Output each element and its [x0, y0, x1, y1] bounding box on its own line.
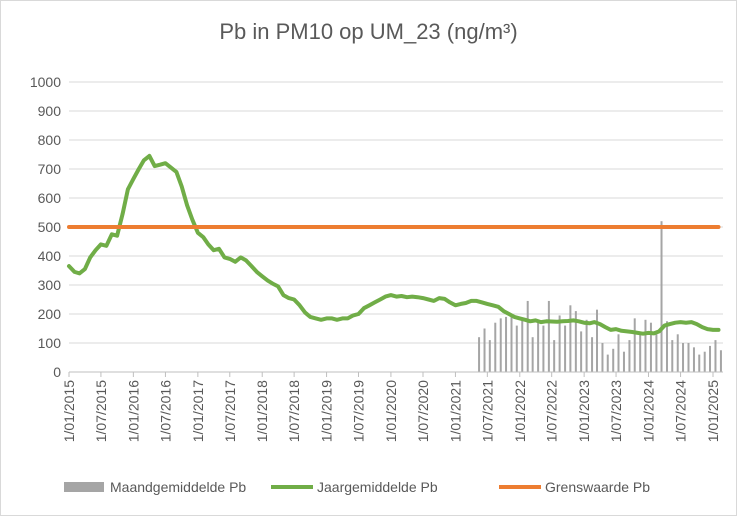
bar-maandgemiddelde: [692, 347, 695, 372]
bar-maandgemiddelde: [547, 300, 550, 372]
bar-maandgemiddelde: [564, 325, 567, 372]
y-tick-label: 1000: [30, 74, 61, 90]
x-tick-label: 1/07/2024: [673, 380, 689, 442]
bar-maandgemiddelde: [639, 334, 642, 372]
bar-maandgemiddelde: [515, 325, 518, 372]
y-tick-label: 700: [38, 161, 62, 177]
line-jaargemiddelde: [67, 153, 721, 336]
bar-maandgemiddelde: [531, 337, 534, 372]
x-tick-label: 1/01/2018: [254, 380, 270, 442]
monthly-bars: [478, 221, 722, 372]
x-tick-label: 1/01/2021: [447, 380, 463, 442]
x-tick-label: 1/07/2016: [157, 380, 173, 442]
bar-maandgemiddelde: [628, 340, 631, 372]
bar-maandgemiddelde: [714, 340, 717, 372]
legend-label: Jaargemiddelde Pb: [317, 479, 438, 495]
bar-maandgemiddelde: [644, 319, 647, 372]
bar-maandgemiddelde: [665, 321, 668, 372]
x-tick-label: 1/01/2022: [512, 380, 528, 442]
grid-lines: [69, 81, 723, 373]
x-tick-label: 1/07/2019: [350, 380, 366, 442]
legend: Maandgemiddelde Pb Jaargemiddelde Pb Grens…: [64, 479, 650, 495]
bar-maandgemiddelde: [494, 322, 497, 372]
x-tick-label: 1/07/2021: [479, 380, 495, 442]
bar-maandgemiddelde: [526, 300, 529, 372]
bar-maandgemiddelde: [660, 221, 663, 372]
y-tick-label: 400: [38, 248, 62, 264]
bar-maandgemiddelde: [595, 309, 598, 372]
bar-maandgemiddelde: [585, 319, 588, 372]
bar-maandgemiddelde: [655, 334, 658, 372]
y-tick-label: 800: [38, 132, 62, 148]
y-tick-label: 300: [38, 277, 62, 293]
legend-swatch-bar: [64, 482, 104, 492]
x-tick-label: 1/01/2025: [705, 380, 721, 442]
x-tick-label: 1/01/2023: [576, 380, 592, 442]
x-axis: 1/01/2015 1/07/2015 1/01/2016 1/07/2016 1/01…: [61, 371, 723, 442]
bar-maandgemiddelde: [574, 311, 577, 372]
bar-maandgemiddelde: [612, 348, 615, 372]
bar-maandgemiddelde: [483, 328, 486, 372]
bar-maandgemiddelde: [682, 343, 685, 372]
x-tick-label: 1/07/2022: [544, 380, 560, 442]
bar-maandgemiddelde: [676, 334, 679, 372]
y-axis: 0 100 200 300 400 500 600 700 800 900 1000: [30, 74, 61, 380]
x-tick-label: 1/07/2020: [415, 380, 431, 442]
bar-maandgemiddelde: [488, 340, 491, 372]
bar-maandgemiddelde: [703, 351, 706, 372]
bar-maandgemiddelde: [601, 343, 604, 372]
x-tick-label: 1/07/2023: [608, 380, 624, 442]
legend-label: Grenswaarde Pb: [545, 479, 650, 495]
bar-maandgemiddelde: [606, 354, 609, 372]
bar-maandgemiddelde: [569, 305, 572, 372]
bar-maandgemiddelde: [671, 340, 674, 372]
bar-maandgemiddelde: [510, 314, 513, 372]
y-tick-label: 0: [53, 364, 61, 380]
legend-label: Maandgemiddelde Pb: [110, 479, 246, 495]
bar-maandgemiddelde: [580, 331, 583, 372]
bar-maandgemiddelde: [719, 350, 722, 372]
bar-maandgemiddelde: [649, 322, 652, 372]
bar-maandgemiddelde: [698, 354, 701, 372]
y-tick-label: 900: [38, 103, 62, 119]
bar-maandgemiddelde: [617, 334, 620, 372]
chart-title: Pb in PM10 op UM_23 (ng/m³): [219, 19, 518, 44]
bar-maandgemiddelde: [687, 343, 690, 372]
x-tick-label: 1/01/2015: [61, 380, 77, 442]
bar-maandgemiddelde: [537, 321, 540, 372]
x-tick-label: 1/01/2019: [319, 380, 335, 442]
y-tick-label: 600: [38, 190, 62, 206]
bar-maandgemiddelde: [633, 318, 636, 372]
y-tick-label: 500: [38, 219, 62, 235]
bar-maandgemiddelde: [591, 337, 594, 372]
x-tick-label: 1/07/2018: [286, 380, 302, 442]
x-tick-label: 1/01/2024: [640, 380, 656, 442]
bar-maandgemiddelde: [499, 318, 502, 372]
series-lines: [67, 153, 721, 336]
bar-maandgemiddelde: [622, 351, 625, 372]
x-tick-label: 1/07/2017: [222, 380, 238, 442]
bar-maandgemiddelde: [558, 315, 561, 372]
bar-maandgemiddelde: [553, 340, 556, 372]
bar-maandgemiddelde: [709, 345, 712, 372]
x-tick-label: 1/01/2017: [190, 380, 206, 442]
bar-maandgemiddelde: [521, 319, 524, 372]
x-tick-label: 1/01/2020: [383, 380, 399, 442]
y-tick-label: 200: [38, 306, 62, 322]
bar-maandgemiddelde: [478, 337, 481, 372]
x-tick-label: 1/01/2016: [125, 380, 141, 442]
bar-maandgemiddelde: [542, 325, 545, 372]
bar-maandgemiddelde: [505, 316, 508, 372]
x-tick-label: 1/07/2015: [93, 380, 109, 442]
y-tick-label: 100: [38, 335, 62, 351]
